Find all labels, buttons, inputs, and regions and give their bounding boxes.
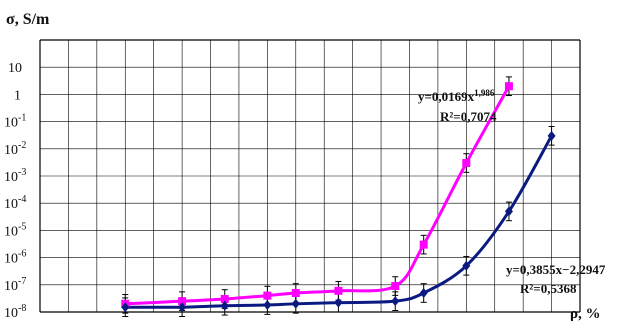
y-tick-label: 1 bbox=[14, 88, 21, 103]
data-point-series-2 bbox=[291, 298, 300, 309]
data-point-series-1 bbox=[504, 82, 513, 91]
series-line-1 bbox=[125, 85, 511, 306]
y-tick-label: 10-6 bbox=[4, 249, 26, 267]
data-point-series-2 bbox=[220, 300, 229, 311]
annotation-series-1: y=0,0169x1,986 R²=0,7074 bbox=[418, 88, 497, 124]
data-point-series-1 bbox=[220, 295, 229, 304]
y-tick-label: 10-3 bbox=[4, 167, 26, 185]
annotation-series-1-equation: y=0,0169x1,986 bbox=[418, 88, 495, 104]
data-point-series-1 bbox=[291, 288, 300, 297]
y-tick-label: 10-8 bbox=[4, 303, 26, 321]
data-point-series-1 bbox=[419, 240, 428, 249]
data-point-series-2 bbox=[263, 300, 272, 311]
y-tick-label: 10-5 bbox=[4, 221, 26, 239]
data-point-series-1 bbox=[178, 297, 187, 306]
x-axis-label: ρ, % bbox=[570, 306, 601, 322]
data-point-series-2 bbox=[547, 130, 556, 141]
y-tick-label: 10-4 bbox=[4, 194, 26, 212]
data-point-series-2 bbox=[121, 302, 130, 313]
y-tick-label: 10 bbox=[8, 61, 22, 76]
annotation-series-2-r2: R²=0,5368 bbox=[520, 281, 577, 296]
y-tick-label: 10-1 bbox=[4, 113, 26, 131]
data-point-series-2 bbox=[178, 302, 187, 313]
data-point-series-2 bbox=[504, 206, 513, 217]
annotation-series-2-equation: y=0,3855x−2,2947 bbox=[506, 262, 606, 277]
annotation-series-2: y=0,3855x−2,2947 R²=0,5368 bbox=[506, 262, 606, 296]
data-point-series-1 bbox=[263, 291, 272, 300]
data-markers bbox=[121, 82, 556, 313]
y-tick-labels: 10 1 10-1 10-2 10-3 10-4 10-5 10-6 10-7 10-8 bbox=[4, 61, 26, 321]
y-axis-label: σ, S/m bbox=[6, 11, 50, 28]
annotation-series-1-r2: R²=0,7074 bbox=[440, 109, 497, 124]
grid bbox=[39, 39, 581, 313]
data-point-series-1 bbox=[334, 286, 343, 295]
data-point-series-2 bbox=[419, 287, 428, 298]
data-point-series-2 bbox=[334, 297, 343, 308]
y-tick-label: 10-7 bbox=[4, 276, 26, 294]
y-tick-label: 10-2 bbox=[4, 140, 26, 158]
data-point-series-1 bbox=[391, 282, 400, 291]
data-point-series-2 bbox=[391, 296, 400, 307]
data-point-series-2 bbox=[462, 260, 471, 271]
data-point-series-1 bbox=[462, 159, 471, 168]
